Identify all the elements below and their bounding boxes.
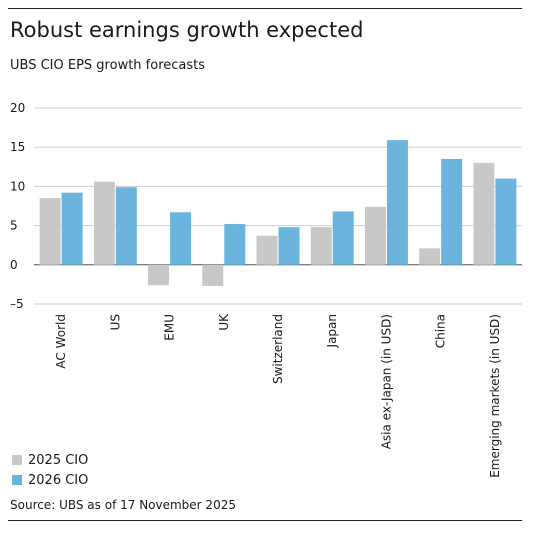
x-tick-label: Asia ex-Japan (in USD) (379, 314, 393, 449)
source-note: Source: UBS as of 17 November 2025 (10, 498, 236, 512)
bar-2026 (115, 187, 137, 265)
y-tick-label: 10 (10, 179, 25, 193)
bar-2025 (148, 264, 170, 286)
x-tick-label: Emerging markets (in USD) (488, 314, 502, 478)
legend-swatch-2026 (12, 475, 22, 485)
bar-2026 (441, 158, 463, 265)
top-rule (8, 8, 522, 9)
bar-2025 (419, 248, 441, 265)
x-tick-label: UK (217, 313, 231, 331)
y-tick-label: –5 (10, 297, 24, 311)
bar-2026 (170, 212, 192, 265)
bar-2026 (332, 211, 354, 265)
bar-2025 (39, 198, 61, 265)
y-tick-label: 5 (10, 219, 18, 233)
y-tick-label: 20 (10, 101, 25, 115)
chart-title: Robust earnings growth expected (10, 18, 364, 42)
legend-label-2026: 2026 CIO (28, 472, 89, 488)
x-tick-label: EMU (163, 314, 177, 341)
bar-2025 (256, 235, 278, 265)
bar-2025 (202, 264, 224, 286)
legend: 2025 CIO 2026 CIO (12, 450, 88, 490)
x-tick-label: Switzerland (271, 314, 285, 384)
y-tick-label: 0 (10, 258, 18, 272)
y-tick-label: 15 (10, 140, 25, 154)
bottom-rule (8, 520, 522, 521)
x-tick-label: Japan (325, 314, 339, 348)
bar-2026 (224, 224, 246, 265)
bar-2025 (310, 227, 332, 265)
legend-item-2026: 2026 CIO (12, 470, 88, 490)
bar-2026 (386, 140, 408, 265)
x-tick-label: US (108, 314, 122, 330)
bar-2026 (278, 227, 300, 265)
legend-item-2025: 2025 CIO (12, 450, 88, 470)
legend-swatch-2025 (12, 455, 22, 465)
bar-2026 (61, 192, 83, 265)
legend-label-2025: 2025 CIO (28, 452, 89, 468)
x-tick-label: China (434, 314, 448, 348)
x-tick-label: AC World (54, 314, 68, 369)
chart-subtitle: UBS CIO EPS growth forecasts (10, 58, 206, 73)
bar-2026 (495, 178, 517, 265)
bar-2025 (93, 181, 115, 265)
bar-2025 (364, 206, 386, 265)
bar-2025 (473, 162, 495, 265)
